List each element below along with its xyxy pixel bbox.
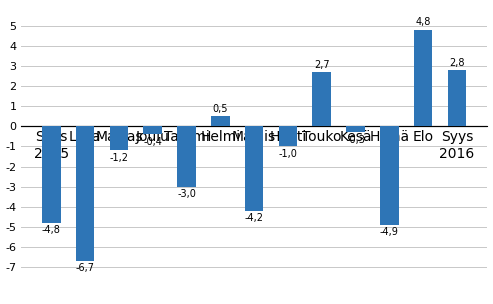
Bar: [245, 126, 263, 211]
Text: -4,2: -4,2: [245, 213, 264, 223]
Text: -4,9: -4,9: [380, 227, 399, 237]
Bar: [380, 126, 399, 225]
Bar: [448, 70, 466, 126]
Bar: [109, 126, 128, 150]
Bar: [279, 126, 297, 147]
Bar: [177, 126, 196, 187]
Text: 0,5: 0,5: [212, 104, 228, 114]
Text: -4,8: -4,8: [42, 225, 61, 235]
Bar: [414, 30, 432, 126]
Text: -1,2: -1,2: [109, 153, 129, 163]
Text: 4,8: 4,8: [416, 17, 431, 27]
Bar: [313, 72, 331, 126]
Text: -1,0: -1,0: [279, 149, 297, 159]
Text: -3,0: -3,0: [177, 189, 196, 199]
Text: -0,3: -0,3: [346, 135, 365, 145]
Bar: [346, 126, 365, 132]
Text: 2,7: 2,7: [314, 60, 329, 70]
Bar: [143, 126, 162, 134]
Text: -0,4: -0,4: [143, 137, 162, 147]
Text: 2,8: 2,8: [449, 57, 465, 67]
Bar: [211, 116, 230, 126]
Bar: [42, 126, 61, 223]
Text: -6,7: -6,7: [75, 264, 95, 274]
Bar: [76, 126, 95, 261]
